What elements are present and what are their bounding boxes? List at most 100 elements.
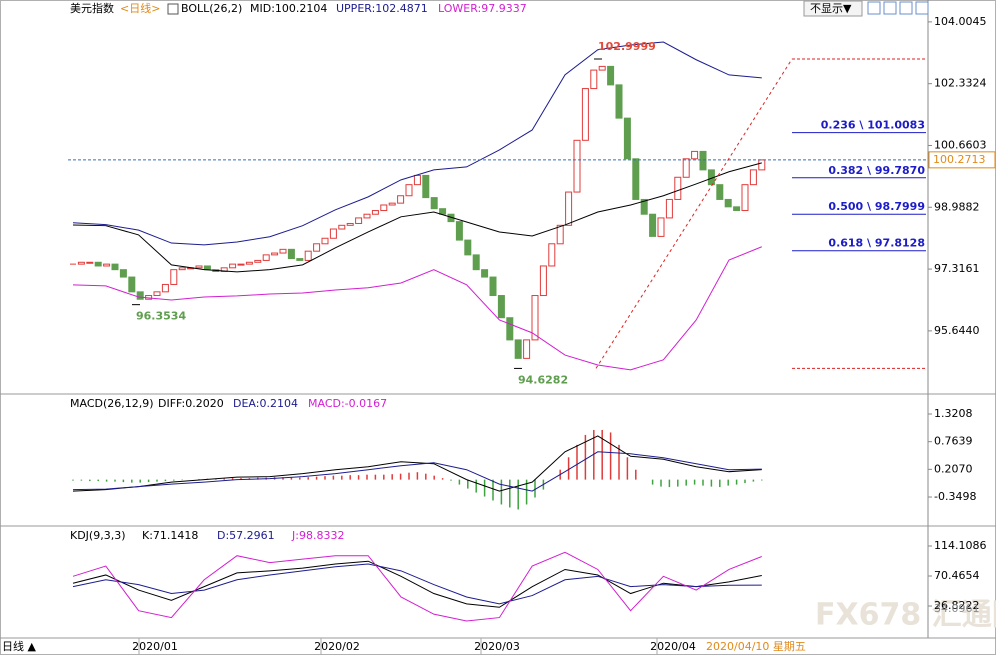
candle (355, 217, 363, 224)
fib-trend (595, 58, 793, 369)
candle (556, 224, 564, 245)
candle (346, 222, 354, 226)
candle (329, 228, 337, 239)
current-date: 2020/04/10 星期五 (706, 640, 806, 653)
zoom-icon[interactable] (915, 1, 929, 15)
indicator-value: DEA:0.2104 (233, 397, 298, 410)
candle (287, 248, 295, 260)
hide-button[interactable] (803, 0, 863, 17)
candle (128, 276, 136, 293)
candle (665, 198, 673, 219)
period-button[interactable]: 日线 ▲ (2, 639, 36, 653)
fib-label: 0.382 \ 99.7870 (828, 164, 925, 177)
period-link[interactable]: <日线> (120, 1, 160, 15)
indicator-line (72, 41, 762, 246)
y-tick-label: 104.0045 (934, 15, 987, 28)
current-price-box (928, 151, 996, 169)
y-tick-label: 100.6603 (934, 138, 987, 151)
candle (455, 221, 463, 241)
candle (304, 250, 312, 261)
fib-label: 0.618 \ 97.8128 (828, 237, 925, 250)
candle (136, 291, 144, 300)
candle (413, 174, 421, 186)
indicator-value: DIFF:0.2020 (158, 397, 224, 410)
extreme-label: 94.6282 (518, 373, 568, 386)
y-tick-label: 97.3161 (934, 262, 980, 275)
candle (161, 283, 169, 293)
y-tick-label: 114.1086 (934, 539, 987, 552)
hide-button-label[interactable]: 不显示▼ (810, 2, 852, 15)
candle (607, 65, 615, 86)
indicator-line (72, 451, 762, 492)
candle (506, 317, 514, 341)
indicator-title: MACD(26,12,9) (70, 397, 154, 410)
symbol: 美元指数 (70, 1, 114, 15)
indicator-line (72, 435, 762, 492)
y-tick-label: 98.9882 (934, 200, 980, 213)
indicator-line (72, 563, 762, 605)
zoom-icon[interactable] (883, 1, 897, 15)
candle (640, 198, 648, 215)
candle (497, 295, 505, 319)
fib-label: 0.236 \ 101.0083 (821, 119, 925, 132)
candle (371, 210, 379, 215)
candle (430, 197, 438, 210)
boll-upper: UPPER:102.4871 (336, 2, 428, 15)
candle (682, 158, 690, 178)
candle (195, 265, 203, 269)
candle (539, 265, 547, 297)
watermark: FX678 汇通网 (815, 598, 996, 633)
candle (464, 239, 472, 256)
candle (363, 213, 371, 219)
candle (262, 254, 270, 261)
candle (481, 269, 489, 278)
y-tick-label: 26.8222 (934, 599, 980, 612)
candle (581, 88, 589, 141)
candle (279, 248, 287, 254)
candle (380, 204, 388, 212)
indicator-value: MACD:-0.0167 (308, 397, 387, 410)
y-tick-label: 0.2070 (934, 462, 973, 475)
candle (397, 195, 405, 204)
candle (573, 139, 581, 193)
candle (77, 261, 85, 265)
candle (254, 259, 262, 263)
candle (514, 339, 522, 359)
y-tick-label: 0.7639 (934, 435, 973, 448)
candle (422, 174, 430, 199)
zoom-icon[interactable] (899, 1, 913, 15)
indicator-line (72, 246, 762, 371)
candle (548, 243, 556, 267)
indicator-title: KDJ(9,3,3) (70, 529, 126, 542)
candle (229, 263, 237, 269)
candle (170, 269, 178, 285)
candle (439, 208, 447, 215)
candle (119, 269, 127, 278)
y-tick-label: -0.3498 (934, 490, 976, 503)
extreme-label: 96.3534 (136, 310, 186, 323)
extreme-label: 102.9999 (598, 40, 656, 53)
indicator-line (72, 560, 762, 608)
indicator: BOLL(26,2) (181, 2, 242, 15)
zoom-icon[interactable] (867, 1, 881, 15)
candle (489, 276, 497, 297)
candle (674, 176, 682, 200)
candle (691, 150, 699, 160)
candle (598, 65, 606, 71)
indicator-value: J:98.8332 (291, 529, 344, 542)
candle (758, 159, 766, 171)
date-label: 2020/03 (474, 640, 520, 653)
candle (271, 252, 279, 256)
candle (203, 265, 211, 271)
boll-mid: MID:100.2104 (250, 2, 327, 15)
candle (741, 184, 749, 212)
candle (405, 184, 413, 197)
candle (623, 117, 631, 160)
candle (338, 224, 346, 230)
candle (313, 243, 321, 252)
candle (103, 263, 111, 267)
indicator-line (72, 551, 762, 622)
candle (590, 69, 598, 90)
